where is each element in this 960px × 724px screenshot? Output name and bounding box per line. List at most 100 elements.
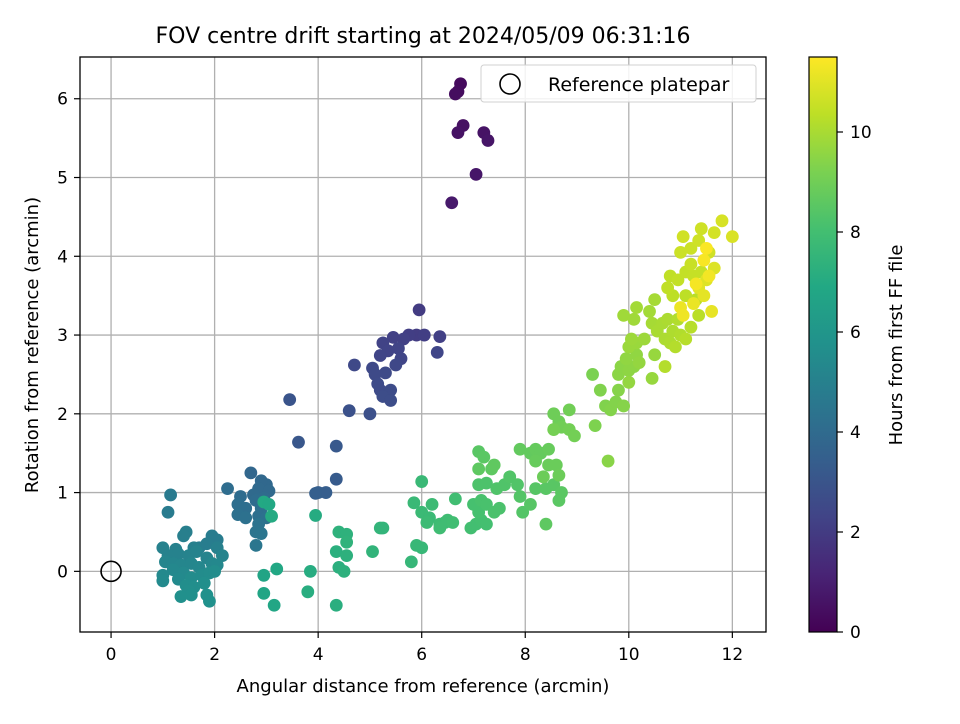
data-point bbox=[340, 549, 354, 562]
data-point bbox=[503, 470, 517, 484]
data-point bbox=[254, 527, 268, 540]
colorbar-tick-label: 0 bbox=[850, 623, 861, 643]
data-point bbox=[674, 245, 687, 259]
x-axis-label: Angular distance from reference (arcmin) bbox=[237, 676, 610, 697]
data-point bbox=[404, 555, 418, 569]
data-point bbox=[480, 497, 493, 511]
x-tick-label: 10 bbox=[618, 645, 640, 665]
data-point bbox=[487, 458, 501, 472]
data-point bbox=[588, 419, 602, 433]
data-point bbox=[552, 494, 566, 507]
x-axis: 0 2 4 6 8 10 12 bbox=[106, 632, 743, 665]
chart-title: FOV centre drift starting at 2024/05/09 … bbox=[156, 24, 691, 49]
colorbar: 0 2 4 6 8 10 Hours from first FF file bbox=[808, 56, 907, 643]
data-point bbox=[617, 308, 631, 322]
data-point bbox=[448, 492, 462, 506]
data-point bbox=[593, 383, 607, 397]
data-point bbox=[539, 517, 553, 531]
data-point bbox=[601, 454, 615, 468]
x-tick-label: 8 bbox=[520, 645, 531, 665]
data-point bbox=[725, 230, 739, 243]
legend: Reference platepar bbox=[480, 64, 757, 103]
data-point bbox=[340, 535, 354, 549]
legend-marker-icon bbox=[499, 73, 521, 95]
data-point bbox=[648, 293, 662, 307]
colorbar-tick-label: 10 bbox=[850, 123, 872, 143]
data-point bbox=[562, 403, 576, 417]
data-point bbox=[524, 497, 537, 511]
data-point bbox=[513, 490, 527, 503]
data-point bbox=[415, 475, 429, 488]
data-point bbox=[329, 439, 343, 453]
data-point bbox=[552, 468, 566, 482]
data-point bbox=[586, 368, 599, 381]
y-tick-label: 0 bbox=[57, 562, 68, 582]
data-point bbox=[257, 568, 271, 582]
data-point bbox=[303, 564, 317, 578]
data-point bbox=[612, 383, 625, 397]
reference-platepar-marker bbox=[100, 560, 122, 583]
data-point bbox=[156, 574, 170, 588]
data-point bbox=[348, 358, 361, 372]
data-point bbox=[412, 303, 426, 317]
data-point bbox=[687, 297, 700, 310]
y-axis-label: Rotation from reference (arcmin) bbox=[22, 197, 43, 493]
data-point bbox=[337, 564, 351, 578]
data-point bbox=[622, 375, 636, 389]
data-point bbox=[684, 242, 698, 255]
data-point bbox=[249, 538, 263, 552]
data-point bbox=[329, 545, 343, 559]
data-point bbox=[433, 521, 447, 535]
data-point bbox=[215, 549, 229, 562]
data-point bbox=[684, 320, 698, 334]
data-point bbox=[376, 521, 390, 535]
data-point bbox=[309, 509, 322, 522]
data-point bbox=[386, 331, 400, 344]
data-point bbox=[415, 541, 429, 555]
data-point bbox=[697, 289, 711, 303]
data-point bbox=[549, 458, 563, 472]
data-point bbox=[166, 563, 180, 577]
y-tick-label: 6 bbox=[57, 90, 68, 110]
data-points bbox=[100, 77, 739, 612]
legend-box bbox=[480, 64, 757, 103]
data-point bbox=[697, 253, 711, 267]
data-point bbox=[366, 545, 379, 559]
data-point bbox=[630, 301, 643, 314]
y-tick-label: 5 bbox=[57, 169, 68, 189]
data-point bbox=[547, 423, 561, 436]
data-point bbox=[529, 482, 543, 496]
plot-frame bbox=[79, 56, 767, 633]
data-point bbox=[448, 87, 462, 101]
data-point bbox=[511, 478, 524, 492]
data-point bbox=[373, 349, 387, 362]
data-point bbox=[492, 501, 506, 515]
data-point bbox=[676, 230, 690, 243]
data-point bbox=[208, 564, 222, 578]
y-tick-label: 4 bbox=[57, 247, 68, 267]
data-point bbox=[694, 222, 708, 236]
data-point bbox=[516, 505, 530, 519]
data-point bbox=[329, 472, 343, 486]
data-point bbox=[679, 332, 693, 346]
colorbar-tick-label: 8 bbox=[850, 223, 861, 243]
x-tick-label: 0 bbox=[106, 645, 117, 665]
data-point bbox=[692, 308, 706, 322]
colorbar-tick-label: 4 bbox=[850, 423, 861, 443]
data-point bbox=[472, 462, 486, 476]
x-tick-label: 2 bbox=[209, 645, 220, 665]
y-tick-label: 2 bbox=[57, 405, 68, 425]
data-point bbox=[619, 352, 633, 366]
data-point bbox=[632, 356, 646, 370]
colorbar-tick-label: 2 bbox=[850, 523, 861, 543]
data-point bbox=[542, 442, 555, 456]
data-point bbox=[161, 505, 175, 519]
data-point bbox=[679, 289, 693, 303]
data-point bbox=[177, 529, 190, 543]
data-point bbox=[283, 393, 297, 407]
data-point bbox=[624, 332, 638, 346]
data-point bbox=[668, 340, 682, 354]
data-point bbox=[445, 196, 459, 210]
